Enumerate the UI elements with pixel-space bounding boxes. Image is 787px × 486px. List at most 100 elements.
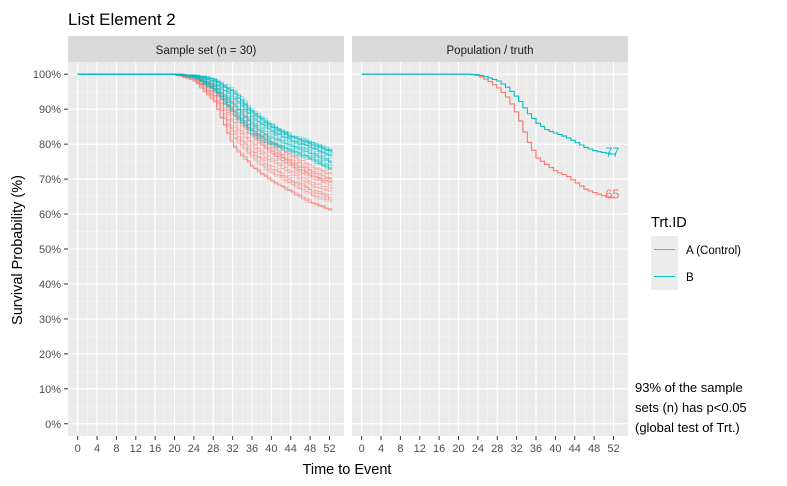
x-tick-label: 36: [246, 443, 258, 455]
sample-set-curve: [77, 73, 332, 170]
sample-set-curve: [77, 73, 333, 152]
sample-set-curve: [77, 73, 333, 166]
sample-set-curve: [77, 73, 333, 168]
sample-set-curve: [77, 73, 332, 210]
x-tick-label: 12: [414, 443, 426, 455]
y-tick-label: 100%: [33, 69, 61, 81]
x-tick-label: 40: [265, 443, 277, 455]
sample-set-curve: [77, 73, 333, 211]
sample-set-curve: [77, 73, 332, 169]
sample-set-curve: [77, 73, 333, 170]
y-axis: 0% 10% 20% 30% 40% 50% 60% 70% 80% 90% 100%: [33, 69, 68, 431]
sample-set-curve: [77, 73, 332, 162]
sample-set-curve: [77, 73, 333, 149]
sample-curves-b: [77, 73, 333, 170]
note-line: 93% of the sample: [635, 380, 743, 395]
sample-curves-a: [77, 73, 333, 211]
x-tick-label: 52: [607, 443, 619, 455]
x-tick-label: 24: [188, 443, 200, 455]
x-tick-label: 4: [94, 443, 100, 455]
sample-set-curve: [77, 73, 332, 203]
x-tick-label: 20: [168, 443, 180, 455]
sample-set-curve: [77, 73, 332, 198]
y-tick-label: 0%: [45, 419, 61, 431]
legend-label: A (Control): [686, 245, 741, 257]
sample-set-curve: [77, 73, 332, 164]
y-tick-label: 70%: [39, 174, 61, 186]
x-tick-label: 4: [378, 443, 384, 455]
significance-note: 93% of the sample sets (n) has p<0.05 (glo…: [635, 380, 747, 435]
x-tick-label: 8: [397, 443, 403, 455]
x-tick-label: 0: [359, 443, 365, 455]
sample-set-curve: [77, 73, 333, 162]
end-value-label: 77: [605, 146, 619, 160]
sample-set-curve: [77, 73, 332, 157]
x-tick-label: 28: [491, 443, 503, 455]
sample-set-curve: [77, 73, 332, 169]
facet-strip-label: Population / truth: [447, 45, 534, 57]
legend-label: B: [686, 272, 694, 284]
x-tick-label: 48: [304, 443, 316, 455]
x-tick-label: 16: [433, 443, 445, 455]
x-tick-label: 24: [472, 443, 484, 455]
x-tick-label: 44: [569, 443, 581, 455]
y-tick-label: 60%: [39, 209, 61, 221]
x-tick-label: 32: [511, 443, 523, 455]
facet-strip-label: Sample set (n = 30): [156, 45, 257, 57]
sample-set-curve: [77, 73, 332, 192]
y-tick-label: 30%: [39, 314, 61, 326]
sample-set-curve: [77, 73, 333, 201]
sample-set-curve: [77, 73, 333, 169]
y-tick-label: 50%: [39, 244, 61, 256]
sample-set-curve: [77, 73, 332, 198]
sample-set-curve: [77, 73, 332, 159]
x-tick-label: 8: [113, 443, 119, 455]
x-tick-label: 0: [75, 443, 81, 455]
sample-set-curve: [77, 73, 332, 155]
sample-set-curve: [77, 73, 333, 175]
facet-strip: [352, 36, 628, 62]
sample-set-curve: [77, 73, 332, 200]
sample-set-curve: [77, 73, 332, 180]
x-tick-label: 20: [452, 443, 464, 455]
sample-set-curve: [77, 73, 333, 152]
sample-set-curve: [77, 73, 332, 173]
x-tick-label: 32: [227, 443, 239, 455]
sample-set-curve: [77, 73, 332, 161]
sample-set-curve: [77, 73, 333, 157]
x-axis-title: Time to Event: [303, 462, 392, 478]
sample-set-curve: [77, 73, 333, 191]
sample-set-curve: [77, 73, 333, 153]
facet-strip: [68, 36, 344, 62]
sample-set-curve: [77, 73, 332, 196]
sample-set-curve: [77, 73, 333, 184]
sample-set-curve: [77, 73, 333, 179]
sample-set-curve: [77, 73, 332, 178]
sample-set-curve: [77, 73, 332, 174]
y-tick-label: 20%: [39, 349, 61, 361]
note-line: (global test of Trt.): [635, 420, 740, 435]
chart-title: List Element 2: [68, 10, 176, 29]
sample-set-curve: [77, 73, 333, 151]
sample-set-curve: [77, 73, 332, 163]
sample-set-curve: [77, 73, 333, 210]
sample-set-curve: [77, 73, 333, 163]
sample-set-curve: [77, 73, 333, 184]
sample-set-curve: [77, 73, 333, 183]
sample-set-curve: [77, 73, 333, 156]
sample-set-curve: [77, 73, 333, 181]
sample-set-curve: [77, 73, 332, 151]
end-value-label: 65: [605, 188, 619, 202]
sample-set-curve: [77, 73, 333, 202]
sample-set-curve: [77, 73, 333, 156]
sample-set-curve: [77, 73, 333, 211]
sample-set-curve: [77, 73, 332, 186]
y-tick-label: 90%: [39, 104, 61, 116]
x-tick-label: 52: [323, 443, 335, 455]
x-axis: 0 4 8 12 16 20 24 28 32 36 40 44 48 52 0 4 8 12 16 20 24 28 32…: [75, 436, 620, 455]
legend-title: Trt.ID: [651, 215, 687, 231]
x-tick-label: 40: [549, 443, 561, 455]
sample-set-curve: [77, 73, 333, 153]
facet-panels: Sample set (n = 30) Population / truth 77 6…: [68, 36, 628, 436]
